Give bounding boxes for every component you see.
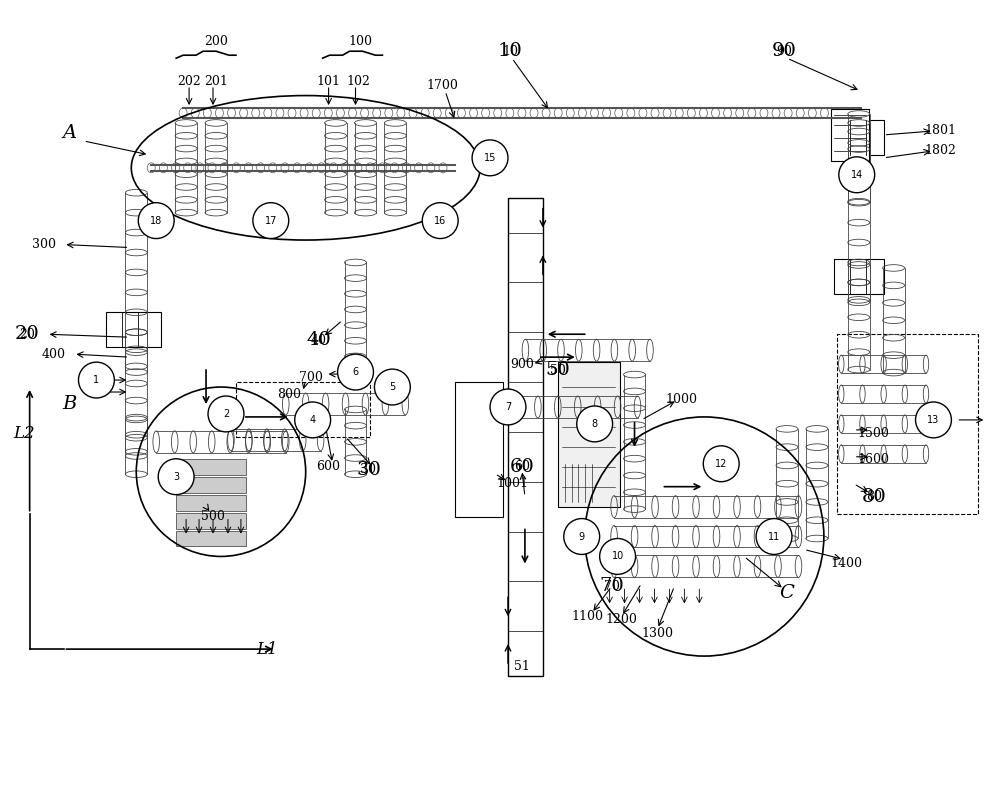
Text: 18: 18 xyxy=(150,215,162,226)
Text: 51: 51 xyxy=(514,660,530,672)
Text: 50: 50 xyxy=(550,364,566,376)
Text: 3: 3 xyxy=(173,472,179,482)
Circle shape xyxy=(374,369,410,405)
Text: 201: 201 xyxy=(204,74,228,88)
Bar xyxy=(176,459,246,474)
Text: 12: 12 xyxy=(715,459,727,469)
Text: 300: 300 xyxy=(32,238,56,251)
Text: 8: 8 xyxy=(592,419,598,429)
Text: 2: 2 xyxy=(223,409,229,419)
Text: 900: 900 xyxy=(510,358,534,371)
Bar xyxy=(834,260,884,295)
Text: 101: 101 xyxy=(317,74,341,88)
Bar xyxy=(455,382,503,516)
Text: 80: 80 xyxy=(866,490,882,503)
Circle shape xyxy=(564,519,600,554)
Text: 102: 102 xyxy=(347,74,370,88)
Text: L1: L1 xyxy=(256,641,277,657)
Text: 700: 700 xyxy=(299,371,323,383)
Circle shape xyxy=(158,459,194,495)
Text: 90: 90 xyxy=(776,44,792,58)
Text: 1001: 1001 xyxy=(496,478,528,490)
Text: 600: 600 xyxy=(317,460,341,474)
Bar xyxy=(176,478,246,493)
Text: 1700: 1700 xyxy=(426,78,458,92)
Text: 1801: 1801 xyxy=(924,124,956,138)
Text: 7: 7 xyxy=(505,402,511,412)
Circle shape xyxy=(577,406,613,442)
Text: 1802: 1802 xyxy=(925,144,956,158)
Text: 13: 13 xyxy=(927,415,940,425)
Text: 200: 200 xyxy=(204,35,228,48)
Text: L2: L2 xyxy=(13,425,34,443)
Text: 17: 17 xyxy=(265,215,277,226)
Bar xyxy=(834,120,884,155)
Text: 11: 11 xyxy=(768,531,780,542)
Text: 202: 202 xyxy=(177,74,201,88)
Text: 9: 9 xyxy=(579,531,585,542)
Text: 1400: 1400 xyxy=(831,557,863,570)
Text: 400: 400 xyxy=(42,348,66,360)
Text: 6: 6 xyxy=(352,367,359,377)
Circle shape xyxy=(600,539,636,574)
Text: C: C xyxy=(780,584,794,602)
Circle shape xyxy=(490,389,526,425)
Text: 60: 60 xyxy=(514,460,530,474)
Bar xyxy=(176,513,246,528)
Bar xyxy=(558,362,620,507)
Text: 1200: 1200 xyxy=(606,613,638,626)
Text: 1000: 1000 xyxy=(665,394,697,406)
Circle shape xyxy=(756,519,792,554)
Text: 40: 40 xyxy=(306,331,331,349)
Bar xyxy=(837,334,978,513)
Bar xyxy=(831,109,869,161)
Text: 10: 10 xyxy=(502,44,518,58)
Text: 1: 1 xyxy=(93,375,99,385)
Circle shape xyxy=(295,402,331,438)
Bar xyxy=(508,198,543,676)
Text: 100: 100 xyxy=(348,35,372,48)
Text: 1100: 1100 xyxy=(572,610,604,623)
Text: A: A xyxy=(62,124,77,142)
Circle shape xyxy=(208,396,244,432)
Text: 10: 10 xyxy=(611,551,624,562)
Text: 80: 80 xyxy=(861,488,886,505)
Text: 90: 90 xyxy=(772,42,796,60)
Text: 50: 50 xyxy=(545,361,570,379)
Text: 14: 14 xyxy=(851,169,863,180)
Text: 70: 70 xyxy=(604,580,620,593)
Text: 70: 70 xyxy=(599,577,624,596)
Circle shape xyxy=(253,203,289,238)
Circle shape xyxy=(472,140,508,176)
Circle shape xyxy=(916,402,951,438)
Text: 1500: 1500 xyxy=(858,428,890,440)
Text: B: B xyxy=(62,395,77,413)
Text: 1300: 1300 xyxy=(641,626,673,640)
Text: 500: 500 xyxy=(201,510,225,523)
Text: 5: 5 xyxy=(389,382,396,392)
Bar xyxy=(106,312,161,347)
Bar xyxy=(236,382,370,437)
Text: 4: 4 xyxy=(310,415,316,425)
Text: 20: 20 xyxy=(14,326,39,343)
Text: 40: 40 xyxy=(311,333,327,347)
Circle shape xyxy=(422,203,458,238)
Text: 30: 30 xyxy=(360,463,376,476)
Circle shape xyxy=(78,362,114,398)
Text: 1600: 1600 xyxy=(858,453,890,466)
Bar xyxy=(176,495,246,511)
Circle shape xyxy=(703,446,739,482)
Circle shape xyxy=(138,203,174,238)
Circle shape xyxy=(839,157,875,192)
Text: 30: 30 xyxy=(356,461,381,478)
Bar xyxy=(176,531,246,546)
Text: 15: 15 xyxy=(484,153,496,163)
Text: 20: 20 xyxy=(19,328,35,341)
Text: 16: 16 xyxy=(434,215,446,226)
Text: 800: 800 xyxy=(277,387,301,401)
Text: 10: 10 xyxy=(498,42,522,60)
Circle shape xyxy=(338,354,373,390)
Text: 60: 60 xyxy=(510,458,534,476)
